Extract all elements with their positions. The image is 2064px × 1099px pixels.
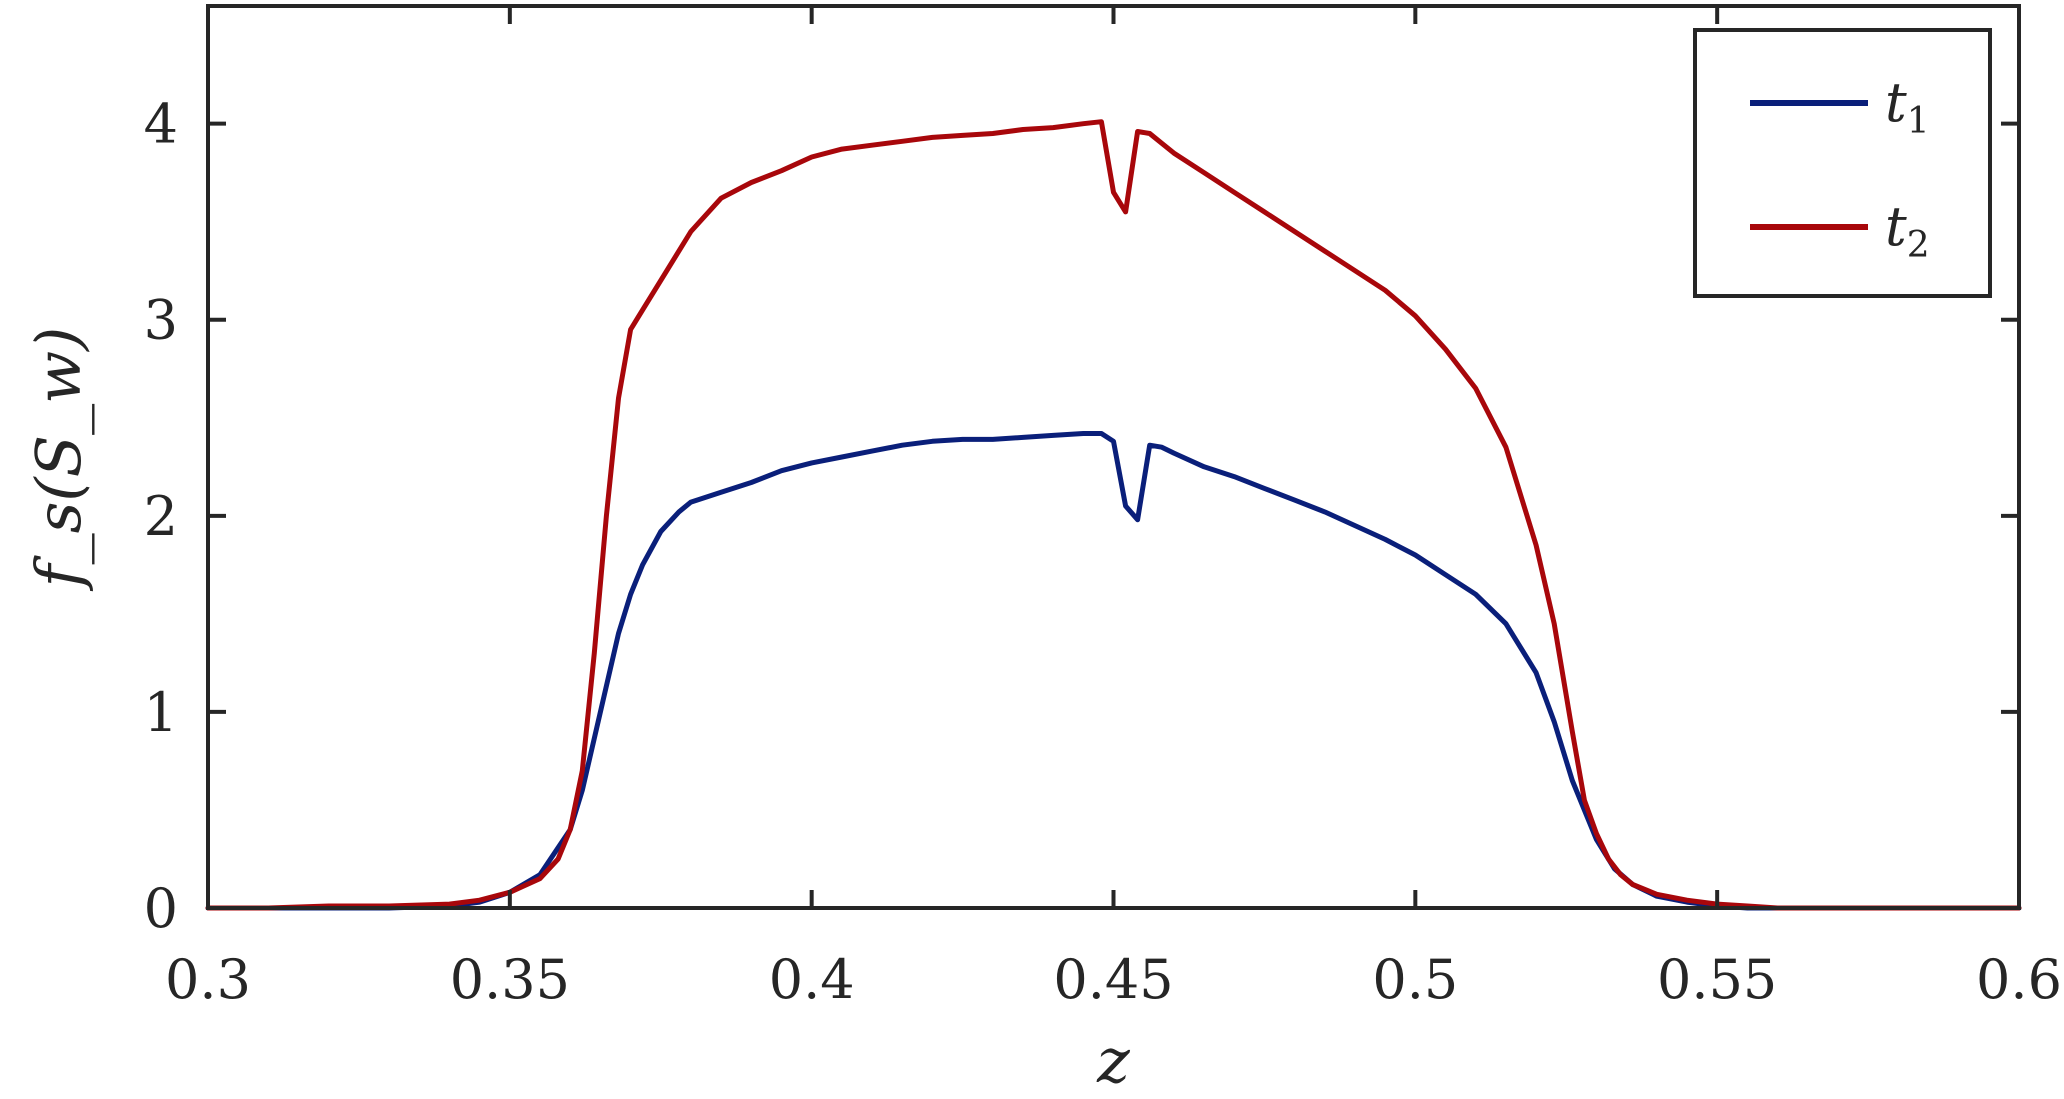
x-tick-label: 0.6 [1976,948,2062,1011]
y-tick-label: 2 [144,485,178,548]
series-line-t2 [205,119,2022,911]
x-tick-label: 0.3 [165,948,251,1011]
y-tick-label: 0 [144,877,178,940]
x-tick-label: 0.35 [450,948,570,1011]
y-tick-label: 3 [144,289,178,352]
x-tick-label: 0.45 [1053,948,1173,1011]
x-axis-label: z [1096,1024,1130,1097]
y-tick-label: 1 [144,681,178,744]
y-tick-label: 4 [144,93,178,156]
axes-layer: 0.3 0.35 0.4 0.45 0.5 0.55 0.6 0 1 2 3 4 z f_s(S_w) [22,4,2062,1097]
x-tick-label: 0.55 [1657,948,1777,1011]
legend-box [1693,28,1992,298]
y-axis-label: f_s(S_w) [22,327,95,592]
x-tick-label: 0.4 [769,948,855,1011]
x-tick-label: 0.5 [1372,948,1458,1011]
series-layer [205,119,2022,911]
